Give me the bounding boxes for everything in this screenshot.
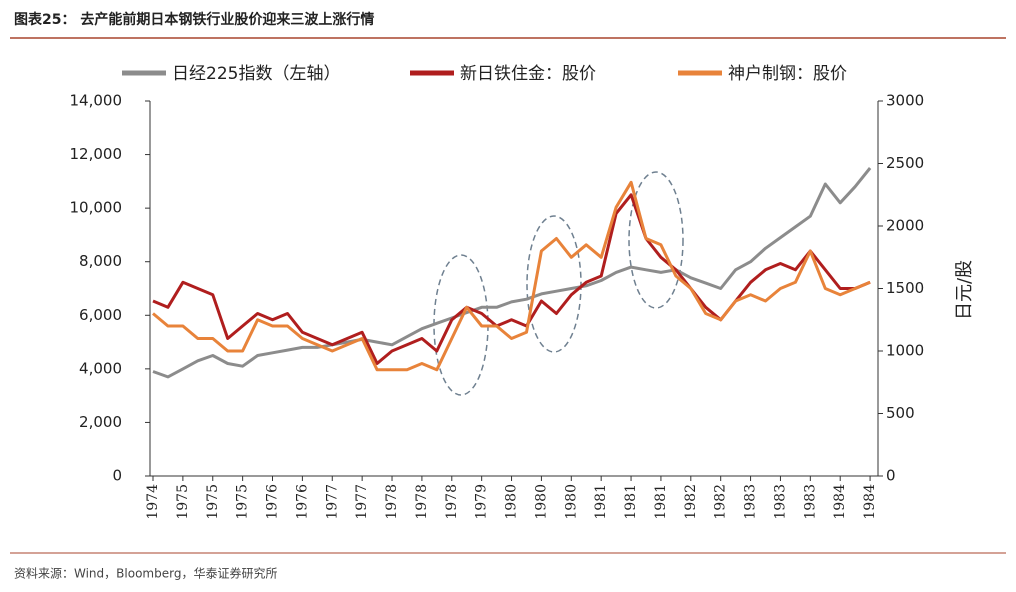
y-tick-label: 2,000 — [79, 413, 122, 431]
x-tick-label: 1978 — [444, 484, 460, 520]
x-tick-label: 1983 — [743, 484, 759, 520]
x-tick-label: 1976 — [265, 484, 281, 520]
x-tick-label: 1975 — [235, 484, 251, 520]
x-tick-label: 1978 — [414, 484, 430, 520]
x-tick-label: 1977 — [354, 484, 370, 520]
y2-tick-label: 2500 — [886, 154, 924, 172]
x-tick-label: 1978 — [384, 484, 400, 520]
x-tick-label: 1975 — [205, 484, 221, 520]
y-tick-label: 6,000 — [79, 306, 122, 324]
legend-label: 日经225指数（左轴） — [172, 64, 340, 84]
x-tick-label: 1976 — [294, 484, 310, 520]
x-tick-label: 1983 — [772, 484, 788, 520]
legend-label: 神户制钢：股价 — [728, 64, 847, 84]
chart-title: 图表25： 去产能前期日本钢铁行业股价迎来三波上涨行情 — [14, 11, 374, 28]
y-tick-label: 14,000 — [70, 92, 123, 110]
y2-tick-label: 1000 — [886, 342, 924, 360]
y2-tick-label: 500 — [886, 404, 915, 422]
x-tick-label: 1977 — [324, 484, 340, 520]
x-tick-label: 1982 — [683, 484, 699, 520]
y-tick-label: 12,000 — [70, 145, 123, 163]
y-tick-label: 10,000 — [70, 199, 123, 217]
x-tick-label: 1983 — [802, 484, 818, 520]
y-tick-label: 8,000 — [79, 252, 122, 270]
y2-tick-label: 3000 — [886, 92, 924, 110]
x-tick-label: 1984 — [832, 484, 848, 520]
x-tick-label: 1981 — [623, 484, 639, 520]
series-line — [152, 167, 872, 379]
highlight-ellipse — [628, 171, 684, 309]
x-tick-label: 1975 — [175, 484, 191, 520]
x-tick-label: 1981 — [593, 484, 609, 520]
x-tick-label: 1980 — [504, 484, 520, 520]
x-tick-label: 1979 — [474, 484, 490, 520]
legend-label: 新日铁住金：股价 — [460, 64, 596, 84]
y2-tick-label: 0 — [886, 467, 896, 485]
source: 资料来源：Wind，Bloomberg，华泰证券研究所 — [14, 566, 277, 581]
x-tick-label: 1982 — [713, 484, 729, 520]
series-line — [152, 180, 871, 372]
y2-axis-label: 日元/股 — [954, 260, 975, 320]
x-tick-label: 1980 — [563, 484, 579, 520]
y2-tick-label: 2000 — [886, 217, 924, 235]
y2-tick-label: 1500 — [886, 279, 924, 297]
highlight-ellipse — [526, 215, 582, 353]
x-tick-label: 1974 — [145, 484, 161, 520]
highlight-ellipses — [433, 171, 684, 396]
x-tick-label: 1984 — [862, 484, 878, 520]
y-tick-label: 0 — [112, 467, 122, 485]
series-line — [152, 193, 871, 365]
x-tick-label: 1981 — [653, 484, 669, 520]
y-tick-label: 4,000 — [79, 359, 122, 377]
x-tick-label: 1980 — [533, 484, 549, 520]
